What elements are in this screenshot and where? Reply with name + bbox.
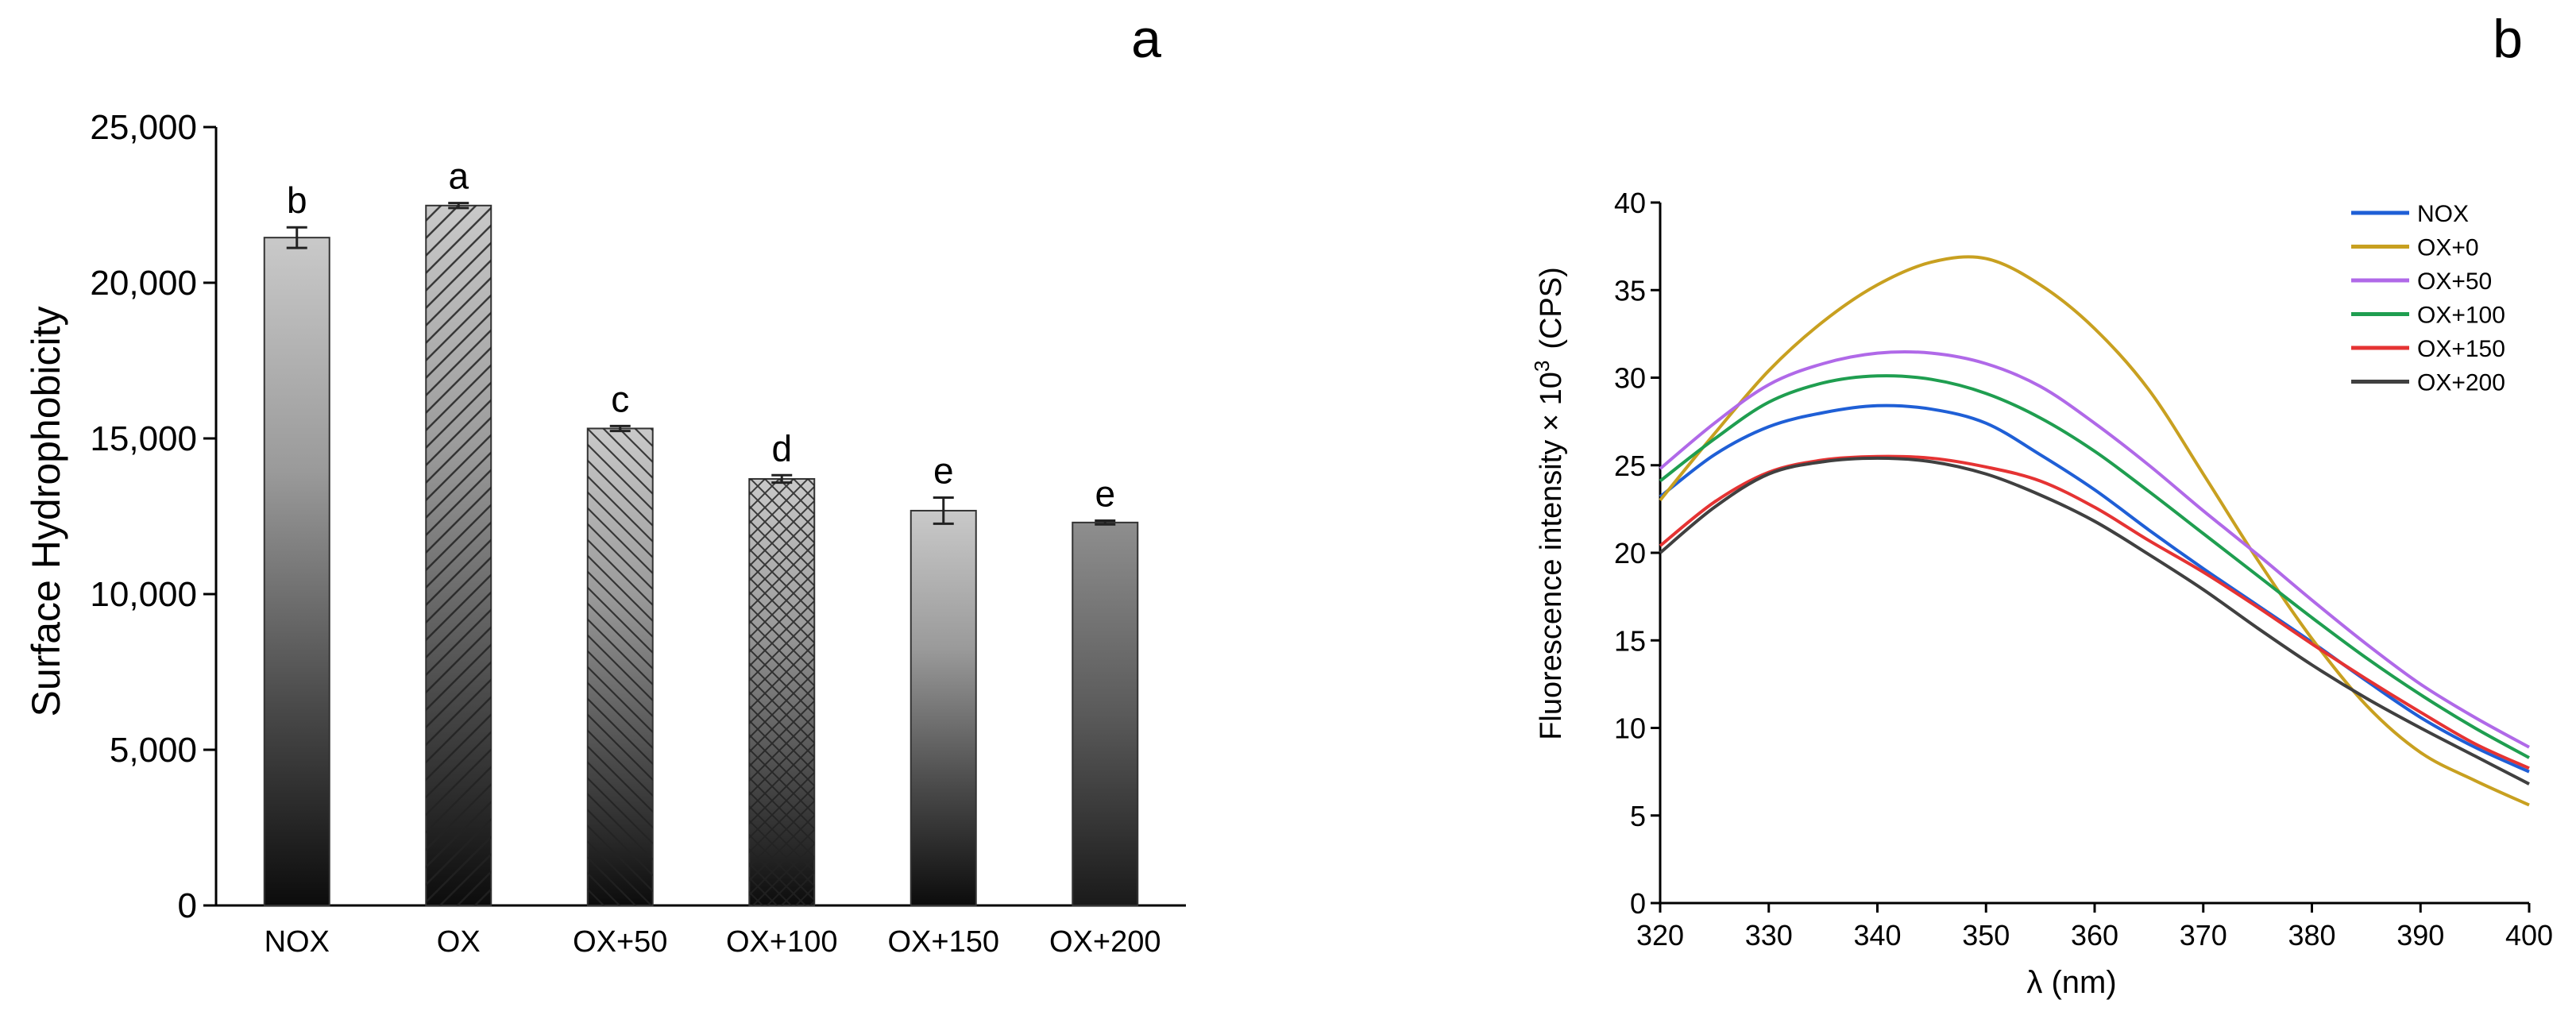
panel-label-b: b	[2493, 9, 2523, 69]
a-y-tick-label: 25,000	[90, 108, 197, 147]
a-bar-OX+100: d	[748, 427, 816, 906]
a-bar	[263, 237, 330, 907]
a-significance-letter: a	[448, 156, 469, 197]
b-legend-label: OX+100	[2417, 303, 2505, 329]
a-bar-OX: a	[425, 156, 492, 906]
b-y-axis-title-unit: (CPS)	[1535, 267, 1568, 349]
b-x-tick-label: 390	[2396, 919, 2444, 952]
a-x-tick-label: OX	[437, 925, 481, 959]
a-significance-letter: d	[771, 427, 792, 469]
a-x-tick-label: NOX	[265, 925, 330, 959]
panel-label-a: a	[1131, 9, 1161, 69]
b-legend-label: OX+150	[2417, 336, 2505, 362]
b-series-OX+100	[1659, 374, 2530, 759]
a-significance-letter: e	[1095, 473, 1115, 514]
line-chart-panel: b 0 5 10 15 20 25 30 35 40 320 330 340 350 360 370 380 3…	[1530, 9, 2553, 1000]
b-series-lines	[1659, 255, 2530, 807]
a-bar-NOX: b	[263, 180, 330, 907]
b-y-axis-title-sup: 3	[1530, 361, 1554, 372]
a-bar-hatch	[587, 428, 653, 905]
b-legend: NOX OX+0 OX+50 OX+100 OX+150 OX+200	[2351, 201, 2505, 396]
a-significance-letter: c	[611, 378, 629, 419]
svg-text:Fluorescence intensity × 103(C: Fluorescence intensity × 103 (CPS)	[1530, 267, 1568, 740]
b-y-axis-title: Fluorescence intensity × 103 (CPS)	[1530, 267, 1568, 740]
a-bar	[1072, 521, 1139, 907]
b-y-axis-title-text: Fluorescence intensity × 10	[1535, 372, 1568, 740]
b-x-axis-title: λ (nm)	[2026, 965, 2116, 1000]
b-series-OX+150	[1659, 454, 2530, 770]
b-y-tick-label: 20	[1614, 537, 1646, 569]
b-x-tick-label: 330	[1745, 919, 1793, 952]
b-x-tick-label: 370	[2180, 919, 2227, 952]
b-x-tick-label: 360	[2071, 919, 2118, 952]
b-axes: 0 5 10 15 20 25 30 35 40 320 330 340 350 360 370 380 390…	[1614, 187, 2553, 952]
a-bar-hatch	[426, 205, 492, 905]
a-y-axis-title: Surface Hydrophobicity	[24, 307, 68, 717]
b-y-tick-label: 40	[1614, 187, 1646, 219]
a-y-tick-label: 10,000	[90, 575, 197, 614]
b-x-tick-label: 400	[2505, 919, 2553, 952]
b-y-tick-label: 30	[1614, 362, 1646, 395]
a-x-tick-labels: NOX OX OX+50 OX+100 OX+150 OX+200	[265, 925, 1161, 959]
a-y-tick-label: 20,000	[90, 264, 197, 303]
a-x-tick-label: OX+150	[888, 925, 1000, 959]
a-bar-hatch	[749, 478, 815, 905]
b-y-tick-label: 5	[1630, 800, 1646, 832]
b-legend-label: OX+0	[2417, 235, 2479, 261]
b-x-tick-label: 340	[1853, 919, 1901, 952]
b-legend-label: OX+50	[2417, 268, 2492, 295]
a-bar-OX+200: e	[1072, 473, 1139, 907]
b-y-tick-label: 25	[1614, 450, 1646, 482]
b-y-tick-label: 35	[1614, 274, 1646, 307]
b-legend-label: NOX	[2417, 201, 2469, 227]
a-bar-OX+150: e	[910, 450, 977, 906]
b-series-NOX	[1659, 403, 2530, 774]
a-bars: b a c d e e	[263, 156, 1139, 907]
b-series-OX+200	[1659, 456, 2530, 786]
b-x-tick-label: 380	[2288, 919, 2335, 952]
b-y-tick-label: 0	[1630, 887, 1646, 920]
a-y-tick-label: 15,000	[90, 419, 197, 458]
b-y-tick-label: 10	[1614, 712, 1646, 745]
a-x-tick-label: OX+100	[726, 925, 838, 959]
b-x-tick-label: 320	[1636, 919, 1684, 952]
a-bar-OX+50: c	[586, 378, 654, 906]
b-legend-label: OX+200	[2417, 370, 2505, 396]
b-series-OX+50	[1659, 349, 2530, 749]
b-x-tick-label: 350	[1962, 919, 2010, 952]
a-y-tick-label: 5,000	[110, 731, 197, 770]
a-y-tick-label: 0	[178, 886, 197, 925]
a-x-tick-label: OX+50	[573, 925, 667, 959]
a-significance-letter: e	[933, 450, 954, 491]
b-series-OX+0	[1659, 255, 2530, 807]
a-y-axis: 0 5,000 10,000 15,000 20,000 25,000	[90, 108, 1186, 925]
a-significance-letter: b	[287, 180, 307, 221]
a-x-tick-label: OX+200	[1049, 925, 1161, 959]
a-bar	[910, 509, 977, 906]
b-y-tick-label: 15	[1614, 624, 1646, 657]
